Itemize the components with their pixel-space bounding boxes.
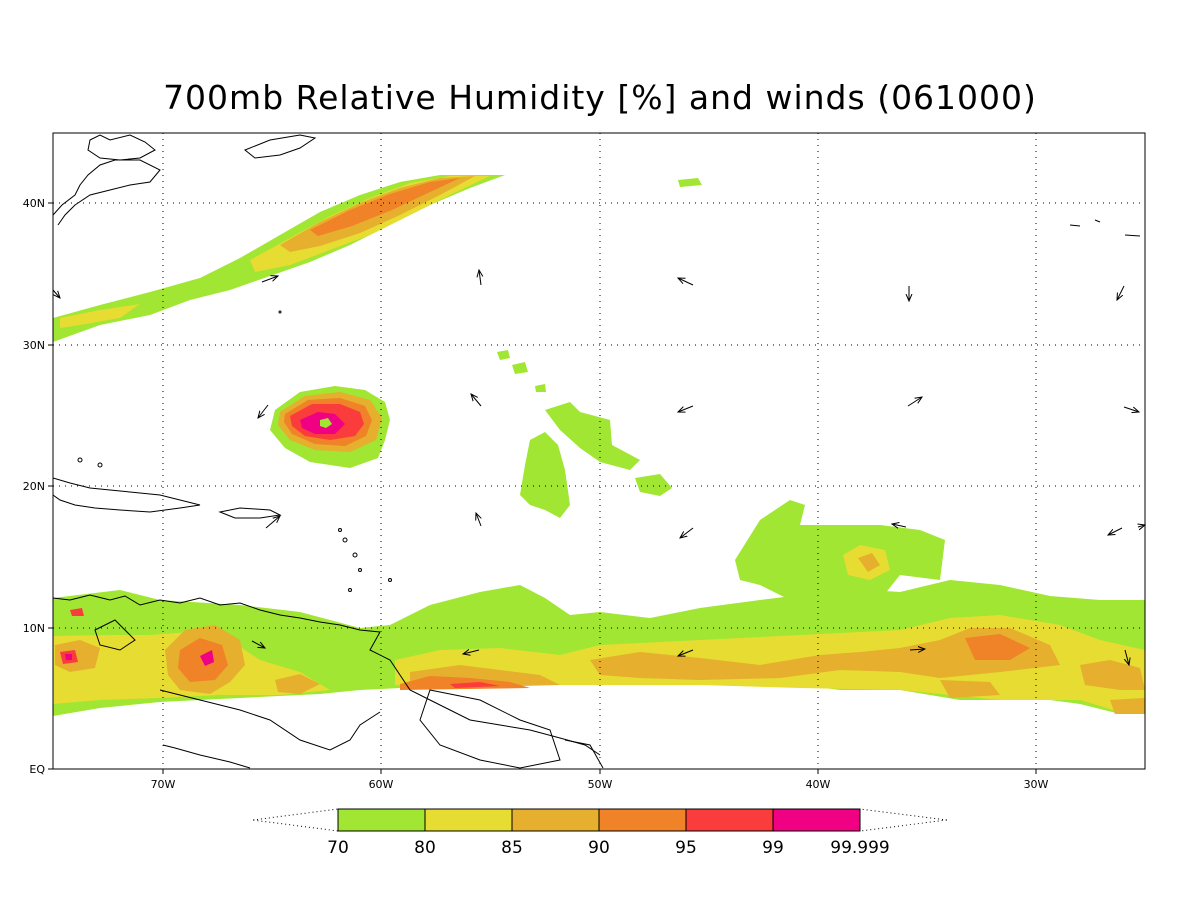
colorbar: 70 80 85 90 95 99 99.999: [252, 808, 948, 858]
colorbar-level-label: 99: [762, 838, 784, 858]
colorbar-level-label: 85: [501, 838, 523, 858]
wind-arrow: [479, 270, 481, 286]
humidity-hurricane-eye: [320, 418, 332, 428]
humidity-blob-colombia-85: [55, 640, 100, 672]
wind-arrow: [1123, 406, 1139, 412]
wind-arrow: [261, 276, 278, 283]
humidity-blob-caribbean-99: [200, 650, 214, 666]
humidity-field: [53, 175, 1145, 716]
wind-arrow: [471, 394, 482, 407]
humidity-band-east-85: [410, 628, 1145, 714]
wind-arrow: [678, 405, 694, 412]
colorbar-level-label: 80: [414, 838, 436, 858]
colorbar-low-cap: [252, 808, 339, 832]
wind-arrow: [892, 524, 907, 527]
wind-arrow: [1117, 285, 1125, 300]
lon-label-70w: 70W: [151, 778, 176, 791]
lon-label-40w: 40W: [806, 778, 831, 791]
islands: [77, 310, 392, 592]
colorbar-swatch: [772, 808, 861, 832]
wind-arrow: [251, 640, 265, 648]
colorbar-level-label: 95: [675, 838, 697, 858]
wind-arrow: [52, 289, 60, 298]
wind-arrow: [258, 404, 269, 418]
map-title: 700mb Relative Humidity [%] and winds (0…: [163, 78, 1037, 117]
humidity-blob-central-atlantic-85: [858, 553, 880, 572]
lon-label-30w: 30W: [1024, 778, 1049, 791]
wind-arrow: [1108, 527, 1123, 535]
humidity-blob-caribbean-south-85: [275, 674, 320, 694]
wind-arrow: [678, 278, 694, 286]
colorbar-swatch: [424, 808, 513, 832]
lat-label-40n: 40N: [23, 197, 45, 210]
humidity-blob-gulf: [60, 595, 140, 625]
humidity-fragment-3: [635, 474, 672, 496]
colorbar-swatches: [337, 808, 861, 832]
colorbar-labels: 70 80 85 90 95 99 99.999: [327, 838, 890, 858]
colorbar-level-label: 99.999: [830, 838, 889, 858]
lon-label-60w: 60W: [369, 778, 394, 791]
map-grid: [53, 133, 1145, 769]
humidity-streamer-90: [310, 178, 460, 236]
humidity-blob-colombia-99: [65, 654, 72, 660]
coastlines: [53, 134, 1141, 769]
wind-vectors: [52, 270, 1145, 665]
humidity-fragment-2: [545, 402, 640, 470]
wind-arrow: [678, 649, 694, 656]
colorbar-level-label: 70: [327, 838, 349, 858]
colorbar-swatch: [337, 808, 426, 832]
humidity-blob-gulf-90: [70, 608, 84, 616]
lat-label-10n: 10N: [23, 622, 45, 635]
wind-arrow: [463, 650, 480, 654]
plot-frame: [52, 132, 1146, 770]
lat-label-30n: 30N: [23, 339, 45, 352]
humidity-fragment-5: [678, 178, 702, 187]
colorbar-swatch: [511, 808, 600, 832]
wind-arrow: [1138, 525, 1145, 527]
colorbar-level-label: 90: [588, 838, 610, 858]
colorbar-high-cap: [859, 808, 948, 832]
humidity-fragment-4: [497, 350, 546, 392]
lon-label-50w: 50W: [588, 778, 613, 791]
wind-arrow: [265, 516, 280, 529]
lat-label-20n: 20N: [23, 480, 45, 493]
lat-label-eq: EQ: [29, 763, 45, 776]
humidity-fragment-1: [520, 432, 570, 518]
axis-ticks: [48, 202, 1037, 774]
wind-arrow: [907, 397, 922, 407]
humidity-band-east-95: [450, 682, 500, 688]
wind-arrow: [680, 527, 694, 538]
wind-arrow: [909, 649, 925, 650]
wind-arrow: [476, 513, 481, 527]
colorbar-swatch: [598, 808, 687, 832]
colorbar-swatch: [685, 808, 774, 832]
wind-arrow: [1125, 649, 1129, 665]
